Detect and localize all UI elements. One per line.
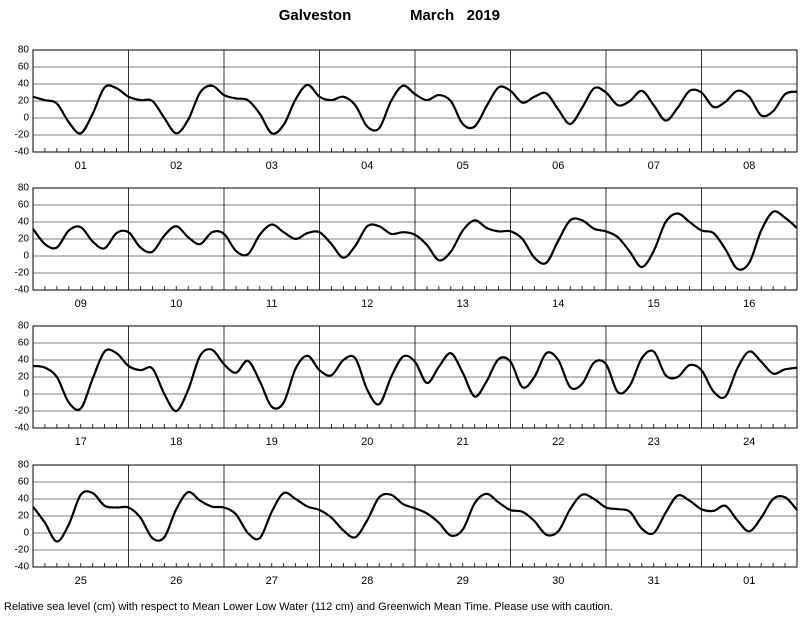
- y-tick-label: -40: [15, 423, 30, 434]
- x-tick-label: 23: [648, 436, 660, 448]
- y-tick-label: 40: [18, 494, 30, 505]
- x-tick-label: 12: [361, 298, 373, 310]
- y-tick-label: 20: [18, 96, 30, 107]
- x-tick-label: 05: [457, 160, 469, 172]
- y-tick-label: -20: [15, 406, 30, 417]
- x-tick-label: 30: [552, 575, 564, 587]
- x-tick-label: 01: [743, 575, 755, 587]
- x-tick-label: 15: [648, 298, 660, 310]
- y-tick-label: 40: [18, 217, 30, 228]
- chart-title: Galveston: [279, 7, 352, 24]
- tide-line: [32, 348, 798, 413]
- y-tick-label: 40: [18, 355, 30, 366]
- chart-subtitle: March 2019: [410, 7, 500, 24]
- y-tick-label: 0: [23, 389, 29, 400]
- x-tick-label: 20: [361, 436, 373, 448]
- y-tick-label: 80: [18, 45, 30, 56]
- y-tick-label: 60: [18, 338, 30, 349]
- y-tick-label: 80: [18, 460, 30, 471]
- y-tick-label: 20: [18, 511, 30, 522]
- x-tick-label: 13: [457, 298, 469, 310]
- y-tick-label: 80: [18, 183, 30, 194]
- x-tick-label: 02: [170, 160, 182, 172]
- x-tick-label: 28: [361, 575, 373, 587]
- y-tick-label: 20: [18, 234, 30, 245]
- y-tick-label: 60: [18, 62, 30, 73]
- x-tick-label: 26: [170, 575, 182, 587]
- y-tick-label: 20: [18, 372, 30, 383]
- x-tick-label: 11: [266, 298, 277, 310]
- x-tick-label: 08: [743, 160, 755, 172]
- x-tick-label: 01: [75, 160, 87, 172]
- x-tick-label: 22: [552, 436, 564, 448]
- x-tick-label: 10: [170, 298, 182, 310]
- x-tick-label: 04: [361, 160, 373, 172]
- x-tick-label: 16: [743, 298, 755, 310]
- y-tick-label: 0: [23, 251, 29, 262]
- footnote: Relative sea level (cm) with respect to …: [4, 601, 613, 613]
- y-tick-label: -20: [15, 130, 30, 141]
- y-tick-label: 40: [18, 79, 30, 90]
- plot-frame: [32, 187, 798, 291]
- y-tick-label: -40: [15, 147, 30, 158]
- y-tick-label: 60: [18, 477, 30, 488]
- x-tick-label: 29: [457, 575, 469, 587]
- x-tick-label: 27: [266, 575, 278, 587]
- x-tick-label: 07: [648, 160, 660, 172]
- y-tick-label: -40: [15, 285, 30, 296]
- y-tick-label: 80: [18, 321, 30, 332]
- x-tick-label: 31: [648, 575, 660, 587]
- x-tick-label: 21: [457, 436, 469, 448]
- tide-line: [32, 210, 798, 271]
- x-tick-label: 06: [552, 160, 564, 172]
- x-tick-label: 19: [266, 436, 278, 448]
- y-tick-label: 0: [23, 528, 29, 539]
- x-tick-label: 14: [552, 298, 564, 310]
- y-tick-label: -40: [15, 562, 30, 573]
- x-tick-label: 25: [75, 575, 87, 587]
- x-tick-label: 03: [266, 160, 278, 172]
- x-tick-label: 17: [75, 436, 87, 448]
- y-tick-label: 0: [23, 113, 29, 124]
- plot-frame: [32, 49, 798, 153]
- x-tick-label: 18: [170, 436, 182, 448]
- y-tick-label: -20: [15, 268, 30, 279]
- tide-line: [32, 83, 798, 135]
- plot-frame: [32, 464, 798, 568]
- y-tick-label: 60: [18, 200, 30, 211]
- plot-frame: [32, 325, 798, 429]
- tide-line: [32, 490, 798, 543]
- y-tick-label: -20: [15, 545, 30, 556]
- x-tick-label: 24: [743, 436, 755, 448]
- x-tick-label: 09: [75, 298, 87, 310]
